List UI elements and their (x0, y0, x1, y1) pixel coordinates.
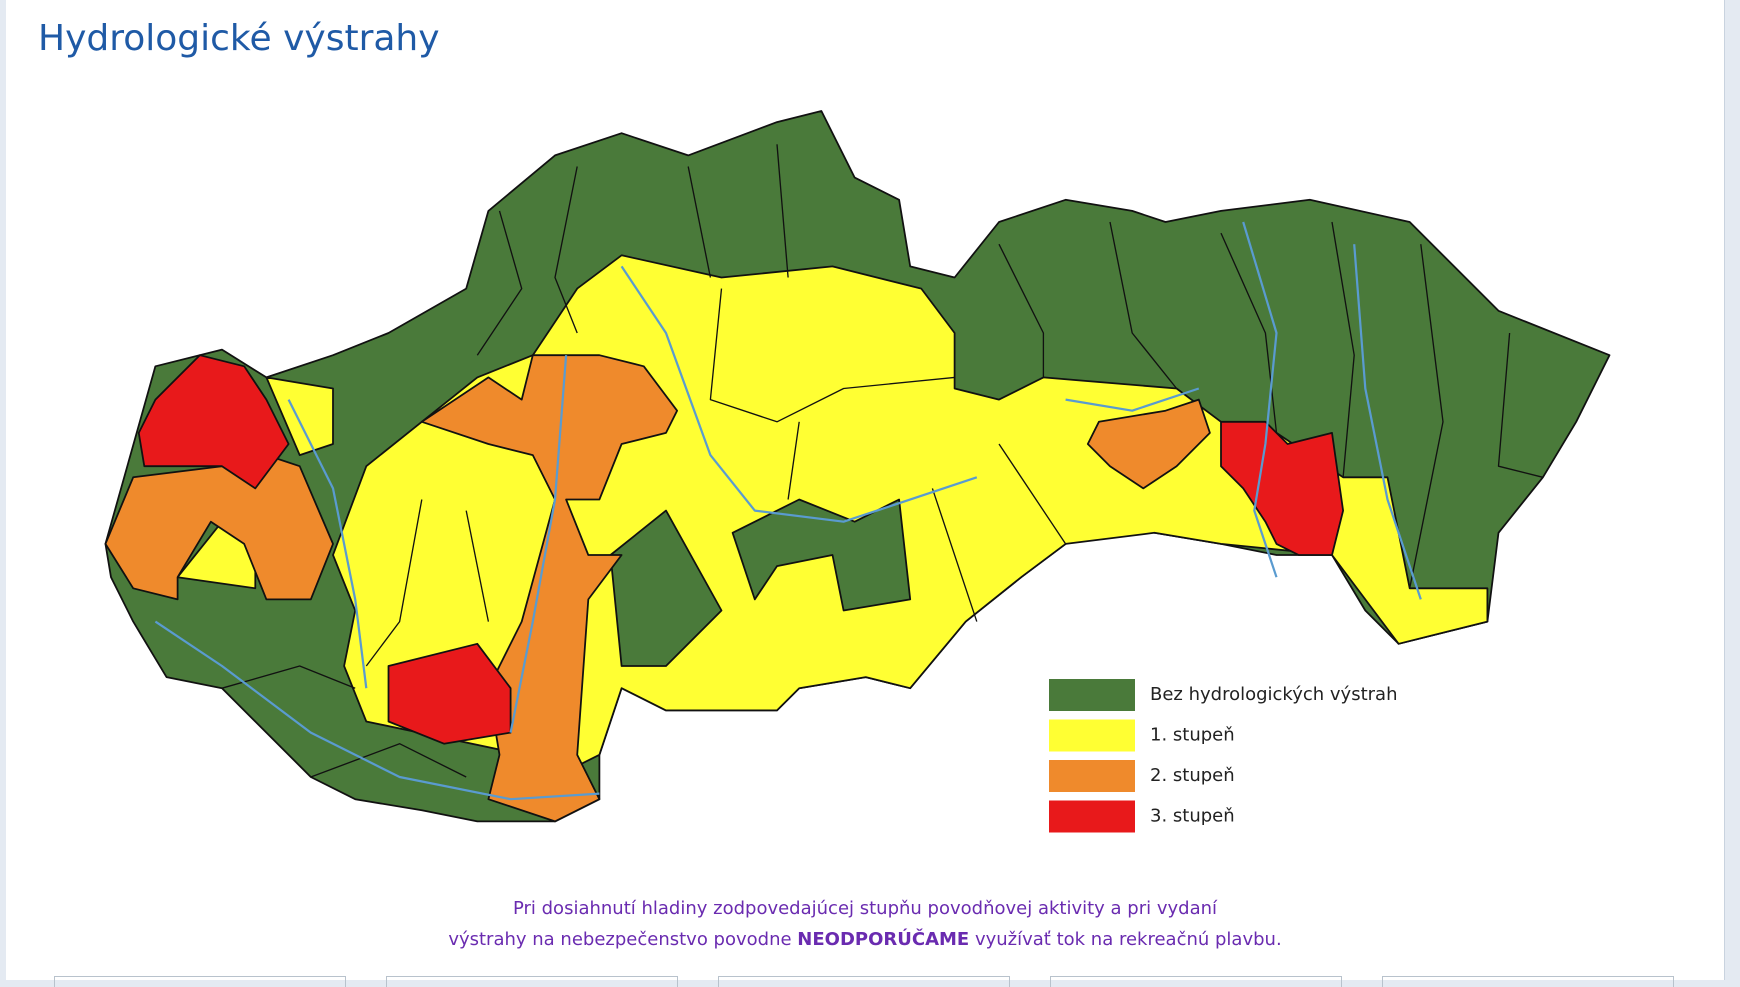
page-title: Hydrologické výstrahy (38, 18, 440, 59)
legend-label: 1. stupeň (1150, 725, 1235, 746)
tab[interactable] (54, 976, 346, 987)
legend-swatch (1049, 679, 1135, 711)
legend-swatch (1049, 760, 1135, 792)
region (265, 376, 334, 456)
legend-label: Bez hydrologických výstrah (1150, 684, 1397, 705)
tab[interactable] (1050, 976, 1342, 987)
legend-label: 3. stupeň (1150, 806, 1235, 827)
region (137, 354, 290, 490)
region (1220, 420, 1344, 556)
district-borders (221, 144, 1544, 778)
notice-text: využívať tok na rekreačnú plavbu. (969, 929, 1282, 950)
notice: Pri dosiahnutí hladiny zodpovedajúcej st… (6, 893, 1724, 955)
legend-swatch (1049, 800, 1135, 833)
tab[interactable] (1382, 976, 1674, 987)
region (609, 509, 723, 667)
region (1086, 398, 1211, 490)
map-regions (104, 110, 1611, 823)
page: Hydrologické výstrahy (6, 0, 1725, 987)
notice-text: výstrahy na nebezpečenstvo povodne (448, 929, 798, 950)
notice-emphasis: NEODPORÚČAME (797, 929, 970, 950)
legend: Bez hydrologických výstrah 1. stupeň 2. st… (1049, 679, 1397, 833)
legend-label: 2. stupeň (1150, 765, 1235, 786)
notice-line: výstrahy na nebezpečenstvo povodne NEODP… (6, 924, 1724, 955)
tab[interactable] (718, 976, 1010, 987)
warning-map: Bez hydrologických výstrah 1. stupeň 2. st… (104, 110, 1611, 833)
region (731, 498, 912, 612)
legend-swatch (1049, 719, 1135, 752)
tab[interactable] (386, 976, 678, 987)
notice-line: Pri dosiahnutí hladiny zodpovedajúcej st… (512, 898, 1218, 919)
rivers (154, 221, 1422, 801)
region (420, 354, 678, 823)
